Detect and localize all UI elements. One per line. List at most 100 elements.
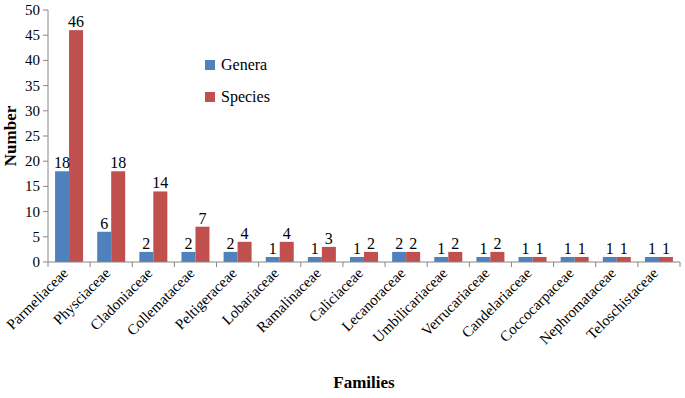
- bar: [224, 252, 238, 262]
- bar: [111, 171, 125, 262]
- chart: 1862221112111111461814744322221111051015…: [0, 0, 685, 398]
- legend-swatch: [205, 60, 215, 70]
- bar: [406, 252, 420, 262]
- bar: [139, 252, 153, 262]
- y-tick-label: 0: [33, 254, 41, 270]
- data-label: 1: [311, 240, 319, 257]
- data-label: 1: [606, 240, 614, 257]
- y-tick-label: 30: [25, 103, 40, 119]
- x-tick-label: Nephromataceae: [536, 265, 619, 348]
- data-label: 1: [522, 240, 530, 257]
- x-tick: [469, 262, 470, 267]
- y-tick-label: 20: [25, 153, 40, 169]
- data-label: 2: [451, 235, 459, 252]
- bar: [533, 257, 547, 262]
- x-tick-label: Ramalinaceae: [253, 265, 324, 336]
- bar: [350, 257, 364, 262]
- legend-label: Species: [221, 88, 270, 106]
- bar: [434, 257, 448, 262]
- x-tick-label: Coccocarpaceae: [497, 265, 577, 345]
- bar: [490, 252, 504, 262]
- y-axis-title: Number: [1, 105, 20, 166]
- y-tick-label: 40: [25, 52, 40, 68]
- x-tick: [132, 262, 133, 267]
- data-labels: 1862221112111111461814744322221111: [54, 13, 670, 257]
- data-label: 1: [437, 240, 445, 257]
- legend-label: Genera: [221, 56, 267, 73]
- y-tick-label: 45: [25, 27, 40, 43]
- data-label: 4: [283, 225, 291, 242]
- data-label: 1: [536, 240, 544, 257]
- y-tick-label: 50: [25, 2, 40, 18]
- y-tick-label: 10: [25, 204, 40, 220]
- bar: [266, 257, 280, 262]
- bar: [603, 257, 617, 262]
- bar: [69, 30, 83, 262]
- y-tick-label: 25: [25, 128, 40, 144]
- data-label: 2: [227, 235, 235, 252]
- data-label: 1: [662, 240, 670, 257]
- bar: [238, 242, 252, 262]
- bar: [308, 257, 322, 262]
- bar: [659, 257, 673, 262]
- x-tick: [637, 262, 638, 267]
- x-tick: [48, 262, 49, 267]
- data-label: 6: [100, 215, 108, 232]
- bar: [322, 247, 336, 262]
- data-label: 4: [241, 225, 249, 242]
- y-tick-label: 35: [25, 78, 40, 94]
- x-tick: [427, 262, 428, 267]
- bar: [561, 257, 575, 262]
- data-label: 1: [269, 240, 277, 257]
- legend: Genera Species: [205, 56, 270, 106]
- bar: [195, 227, 209, 262]
- y-tick: [43, 136, 48, 137]
- bar: [364, 252, 378, 262]
- x-axis: [48, 262, 680, 263]
- data-label: 1: [620, 240, 628, 257]
- x-tick: [300, 262, 301, 267]
- x-tick: [553, 262, 554, 267]
- x-tick: [90, 262, 91, 267]
- data-label: 18: [54, 154, 70, 171]
- data-label: 7: [198, 210, 206, 227]
- bar: [448, 252, 462, 262]
- data-label: 2: [367, 235, 375, 252]
- data-label: 14: [152, 174, 168, 191]
- y-tick: [43, 10, 48, 11]
- data-label: 1: [353, 240, 361, 257]
- bar: [280, 242, 294, 262]
- data-label: 2: [184, 235, 192, 252]
- data-label: 1: [564, 240, 572, 257]
- data-label: 2: [142, 235, 150, 252]
- bar: [575, 257, 589, 262]
- data-label: 2: [493, 235, 501, 252]
- bar: [153, 191, 167, 262]
- bar: [392, 252, 406, 262]
- bar: [97, 232, 111, 262]
- x-tick: [174, 262, 175, 267]
- y-tick: [43, 110, 48, 111]
- x-tick-label: Teloschistaceae: [583, 265, 661, 343]
- legend-swatch: [205, 92, 215, 102]
- bars: [55, 30, 673, 262]
- bar: [181, 252, 195, 262]
- y-tick: [43, 186, 48, 187]
- x-tick: [511, 262, 512, 267]
- x-tick: [680, 262, 681, 267]
- data-label: 1: [479, 240, 487, 257]
- data-label: 2: [395, 235, 403, 252]
- data-label: 1: [648, 240, 656, 257]
- y-tick: [43, 211, 48, 212]
- y-tick: [43, 85, 48, 86]
- x-tick: [258, 262, 259, 267]
- y-tick: [43, 35, 48, 36]
- y-tick-label: 15: [25, 178, 40, 194]
- bar: [617, 257, 631, 262]
- y-tick: [43, 262, 48, 263]
- data-label: 2: [409, 235, 417, 252]
- x-axis-title: Families: [333, 373, 395, 392]
- y-tick: [43, 60, 48, 61]
- y-tick-label: 5: [33, 229, 41, 245]
- bar: [55, 171, 69, 262]
